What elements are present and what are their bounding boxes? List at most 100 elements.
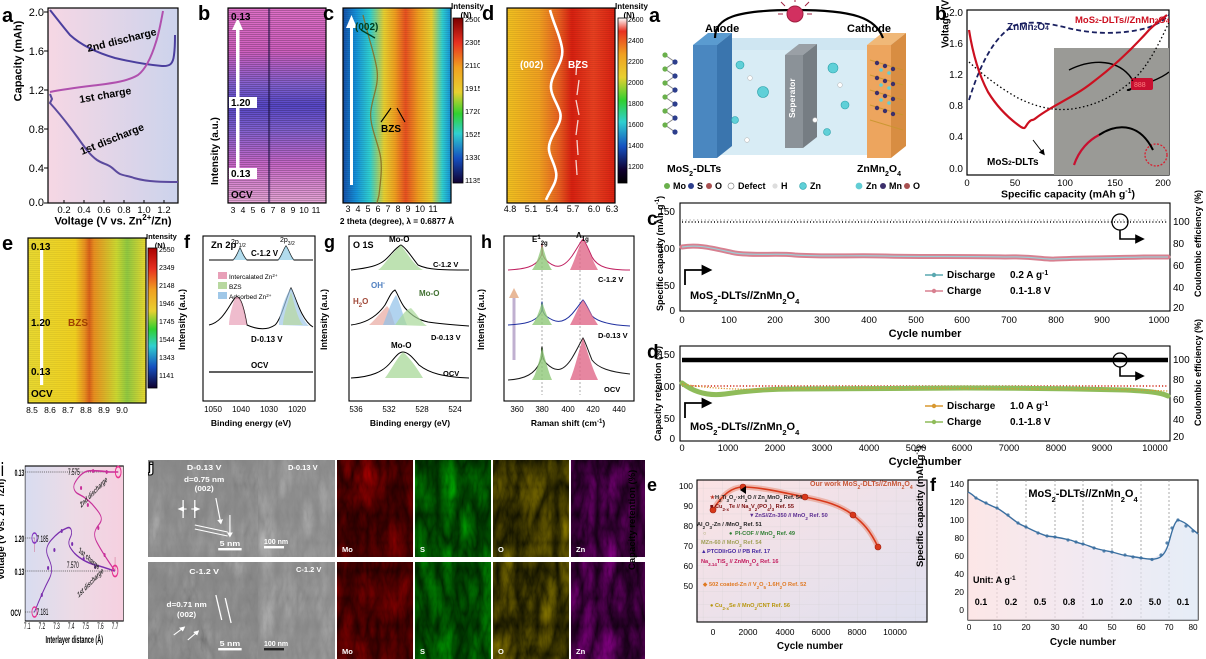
svg-text:O: O — [498, 647, 504, 656]
svg-text:400: 400 — [861, 315, 877, 326]
svg-text:10000: 10000 — [883, 627, 907, 637]
svg-text:900: 900 — [1094, 315, 1110, 326]
svg-text:50: 50 — [684, 581, 694, 591]
svg-text:b: b — [198, 3, 210, 25]
svg-text:OCV: OCV — [604, 385, 620, 394]
svg-text:Mn: Mn — [889, 181, 902, 191]
svg-text:2000: 2000 — [739, 627, 758, 637]
svg-text:528: 528 — [415, 405, 429, 414]
svg-text:2500: 2500 — [465, 15, 480, 24]
svg-text:360: 360 — [510, 405, 524, 414]
svg-text:380: 380 — [535, 405, 549, 414]
svg-text:400: 400 — [561, 405, 575, 414]
svg-text:1600: 1600 — [628, 122, 644, 129]
svg-text:5 nm: 5 nm — [220, 640, 240, 648]
svg-text:0: 0 — [959, 605, 964, 615]
svg-text:Raman shift (cm-1): Raman shift (cm-1) — [531, 418, 605, 428]
svg-text:Charge: Charge — [947, 286, 982, 297]
svg-text:7: 7 — [271, 205, 276, 215]
svg-text:2110: 2110 — [465, 61, 480, 70]
svg-text:ZnMn2O4: ZnMn2O4 — [857, 163, 901, 178]
svg-text:20: 20 — [1021, 623, 1031, 632]
svg-text:20: 20 — [1173, 432, 1185, 443]
svg-text:O: O — [498, 545, 504, 554]
svg-text:1946: 1946 — [159, 301, 175, 308]
svg-text:0: 0 — [669, 434, 675, 445]
svg-text:●: ● — [729, 531, 732, 537]
svg-text:0.1-1.8 V: 0.1-1.8 V — [1010, 417, 1051, 428]
svg-text:Mo-O: Mo-O — [389, 235, 409, 244]
svg-text:Unit: A g-1: Unit: A g-1 — [973, 575, 1016, 586]
svg-text:800: 800 — [1048, 315, 1064, 326]
svg-text:420: 420 — [586, 405, 600, 414]
svg-text:1.0: 1.0 — [1091, 597, 1104, 607]
svg-text:(002): (002) — [177, 611, 197, 619]
svg-text:Mo-O: Mo-O — [391, 341, 411, 350]
svg-text:0: 0 — [679, 315, 684, 326]
svg-text:Mo-O: Mo-O — [419, 289, 439, 298]
svg-text:1800: 1800 — [628, 101, 644, 108]
svg-text:Mo: Mo — [673, 181, 686, 191]
svg-text:4000: 4000 — [776, 627, 795, 637]
svg-text:40: 40 — [955, 569, 965, 579]
svg-text:0.8: 0.8 — [1063, 597, 1076, 607]
svg-text:0: 0 — [711, 627, 716, 637]
svg-text:7.570: 7.570 — [67, 560, 79, 570]
svg-text:O 1S: O 1S — [353, 240, 374, 250]
svg-text:2148: 2148 — [159, 283, 175, 290]
svg-text:7.4: 7.4 — [68, 621, 75, 631]
svg-text:D-0.13 V: D-0.13 V — [431, 333, 461, 342]
svg-text:5.0: 5.0 — [1149, 597, 1162, 607]
svg-text:7.2: 7.2 — [39, 621, 46, 631]
svg-text:10: 10 — [299, 205, 309, 215]
svg-text:0.8: 0.8 — [29, 124, 44, 136]
svg-text:ZnMn2O4: ZnMn2O4 — [1007, 22, 1049, 33]
svg-text:8000: 8000 — [1046, 443, 1066, 453]
svg-text:1040: 1040 — [232, 405, 250, 414]
svg-text:1135: 1135 — [465, 176, 480, 185]
svg-text:100: 100 — [1173, 217, 1190, 228]
svg-text:100: 100 — [1173, 355, 1190, 366]
svg-text:11: 11 — [312, 205, 321, 215]
svg-text:Mo: Mo — [342, 545, 353, 554]
svg-text:6000: 6000 — [812, 627, 831, 637]
svg-text:100 nm: 100 nm — [264, 539, 288, 546]
svg-text:0.0: 0.0 — [949, 164, 963, 175]
svg-text:536: 536 — [349, 405, 363, 414]
svg-text:OCV: OCV — [443, 369, 459, 378]
svg-text:●: ● — [710, 603, 713, 609]
svg-text:Zn: Zn — [576, 545, 586, 554]
svg-text:OCV: OCV — [251, 361, 269, 370]
svg-text:60: 60 — [955, 551, 965, 561]
svg-text:j: j — [148, 460, 153, 475]
svg-text:D-0.13 V: D-0.13 V — [598, 331, 628, 340]
svg-text:20: 20 — [955, 587, 965, 597]
svg-text:7.6: 7.6 — [97, 621, 104, 631]
svg-text:Defect: Defect — [738, 181, 766, 191]
svg-text:30: 30 — [1050, 623, 1060, 632]
svg-text:Charge: Charge — [947, 417, 982, 428]
svg-text:1.2: 1.2 — [949, 70, 963, 81]
svg-text:0: 0 — [679, 443, 684, 453]
svg-text:0.2: 0.2 — [1005, 597, 1018, 607]
svg-text:0.13: 0.13 — [15, 467, 25, 478]
svg-text:40: 40 — [1173, 415, 1185, 426]
svg-text:1525: 1525 — [465, 130, 480, 139]
svg-text:1544: 1544 — [159, 337, 175, 344]
svg-text:440: 440 — [612, 405, 626, 414]
svg-text:S: S — [420, 545, 425, 554]
svg-text:90: 90 — [684, 501, 694, 511]
svg-text:0.1: 0.1 — [975, 597, 988, 607]
svg-text:O: O — [715, 181, 722, 191]
svg-text:▼: ▼ — [749, 513, 755, 519]
svg-text:Cycle number: Cycle number — [1050, 637, 1116, 648]
svg-text:6: 6 — [261, 205, 266, 215]
svg-text:7.3: 7.3 — [53, 621, 60, 631]
svg-text:7.185: 7.185 — [37, 534, 49, 544]
svg-text:80: 80 — [1173, 239, 1185, 250]
svg-text:5 nm: 5 nm — [220, 540, 240, 548]
svg-text:0.13: 0.13 — [231, 169, 251, 180]
svg-text:1000: 1000 — [1148, 315, 1169, 326]
svg-text:7000: 7000 — [999, 443, 1019, 453]
svg-text:Mo: Mo — [342, 647, 353, 656]
